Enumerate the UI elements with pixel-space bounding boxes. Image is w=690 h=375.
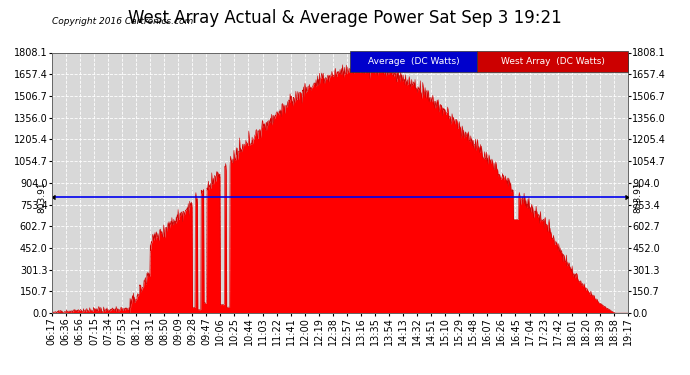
Text: West Array Actual & Average Power Sat Sep 3 19:21: West Array Actual & Average Power Sat Se… [128,9,562,27]
Text: 803.91: 803.91 [633,182,642,213]
Text: Average  (DC Watts): Average (DC Watts) [368,57,460,66]
Text: 803.91: 803.91 [37,182,46,213]
Text: West Array  (DC Watts): West Array (DC Watts) [501,57,604,66]
Text: Copyright 2016 Cartronics.com: Copyright 2016 Cartronics.com [52,17,193,26]
